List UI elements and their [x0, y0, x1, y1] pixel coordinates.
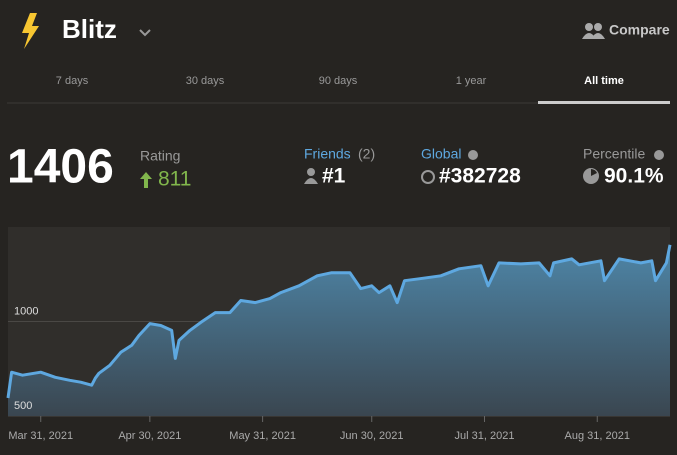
globe-icon [421, 170, 435, 184]
help-icon[interactable] [654, 150, 664, 160]
rating-label: Rating [140, 148, 180, 164]
rating-value: 1406 [7, 141, 114, 194]
y-tick-label: 1000 [14, 305, 38, 317]
x-tick-label: Jun 30, 2021 [340, 430, 404, 442]
person-icon [307, 168, 315, 176]
percentile-value: 90.1% [604, 165, 664, 188]
dropdown-chevron[interactable] [139, 29, 151, 37]
pie-icon [591, 169, 597, 176]
tab[interactable]: 90 days [319, 75, 358, 87]
global-label[interactable]: Global [421, 146, 461, 162]
friends-count: (2) [358, 146, 375, 162]
line [6, 244, 672, 399]
x-tick-label: Aug 31, 2021 [565, 430, 630, 442]
title: Blitz [62, 14, 117, 44]
x-tick-label: Apr 30, 2021 [118, 430, 181, 442]
global-rank: #382728 [439, 165, 521, 188]
active-tab-underline [538, 101, 670, 104]
tab[interactable]: All time [584, 75, 624, 87]
x-tick-label: May 31, 2021 [229, 430, 296, 442]
percentile-label: Percentile [583, 146, 645, 162]
x-tick-label: Mar 31, 2021 [8, 430, 73, 442]
friends-rank: #1 [322, 165, 346, 188]
tab[interactable]: 30 days [186, 75, 225, 87]
compare-label: Compare [609, 22, 670, 38]
compare-icon [591, 33, 605, 39]
tab[interactable]: 7 days [56, 75, 89, 87]
rating-change: 811 [158, 168, 191, 191]
friends-label[interactable]: Friends [304, 146, 351, 162]
person-icon [304, 178, 318, 184]
blitz-icon [22, 13, 39, 49]
compare-icon [585, 23, 593, 31]
compare-button[interactable]: Compare [582, 22, 670, 39]
y-tick-label: 500 [14, 400, 32, 412]
area [8, 244, 670, 416]
x-tick-label: Jul 31, 2021 [455, 430, 515, 442]
up-arrow [140, 172, 152, 188]
help-icon[interactable] [468, 150, 478, 160]
compare-icon [594, 23, 602, 31]
tab[interactable]: 1 year [456, 75, 487, 87]
